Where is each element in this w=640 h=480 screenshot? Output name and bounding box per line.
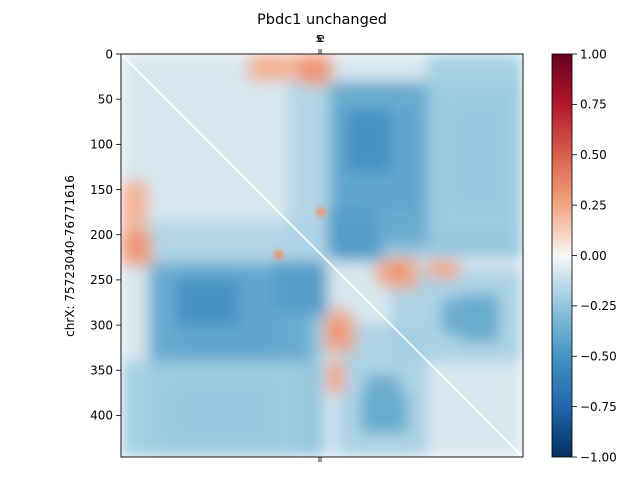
diagonal-line bbox=[121, 54, 523, 457]
y-tick-label-250: 250 bbox=[90, 273, 113, 287]
heatmap-region-7-mirror bbox=[328, 207, 378, 258]
colorbar: 1.00 0.75 0.50 0.25 0.00 −0.25 −0.50 −0.75 −1.00 bbox=[551, 47, 617, 464]
y-tick-label-0: 0 bbox=[105, 47, 113, 61]
heatmap-region-16-mirror bbox=[301, 54, 333, 86]
top-tick-label-s: s bbox=[316, 31, 322, 45]
colorbar-tick-label-4: 0.00 bbox=[580, 249, 607, 263]
heatmap-region-16 bbox=[121, 234, 153, 267]
colorbar-tick-label-2: 0.50 bbox=[580, 148, 607, 162]
y-axis-label: chrX: 75723040-76771616 bbox=[63, 175, 77, 337]
colorbar-tick-label-6: −0.50 bbox=[580, 350, 617, 364]
heatmap-hotspot-0 bbox=[316, 207, 327, 218]
heatmap-region-8-mirror bbox=[287, 54, 324, 253]
y-tick-label-50: 50 bbox=[98, 92, 113, 106]
top-tick-label-e: e bbox=[317, 31, 324, 45]
colorbar-tick-label-1: 0.75 bbox=[580, 98, 607, 112]
heatmap-cells bbox=[121, 54, 523, 457]
y-axis: 0 50 100 150 200 250 300 350 400 bbox=[90, 47, 121, 423]
y-tick-label-300: 300 bbox=[90, 318, 113, 332]
heatmap-region-6 bbox=[175, 279, 239, 326]
y-tick-label-400: 400 bbox=[90, 409, 113, 423]
heatmap-region-20-mirror bbox=[427, 264, 460, 279]
heatmap-region-8 bbox=[121, 221, 320, 258]
heatmap-hotspot-3 bbox=[393, 265, 404, 276]
heatmap-hotspot-2 bbox=[332, 327, 343, 338]
colorbar-tick-label-3: 0.25 bbox=[580, 198, 607, 212]
colorbar-tick-label-5: −0.25 bbox=[580, 299, 617, 313]
y-tick-label-100: 100 bbox=[90, 138, 113, 152]
top-axis: s e bbox=[316, 31, 325, 54]
heatmap-region-15 bbox=[121, 180, 149, 217]
heatmap-region-19 bbox=[331, 307, 347, 344]
heatmap-region-12 bbox=[459, 293, 500, 344]
colorbar-tick-label-7: −0.75 bbox=[580, 400, 617, 414]
heatmap-region-15-mirror bbox=[247, 54, 284, 82]
chart-title: Pbdc1 unchanged bbox=[257, 12, 387, 28]
plot-frame bbox=[120, 53, 524, 458]
y-tick-label-200: 200 bbox=[90, 228, 113, 242]
colorbar-tick-label-0: 1.00 bbox=[580, 47, 607, 61]
heatmap-region-9-mirror bbox=[427, 54, 523, 235]
heatmap-region-7 bbox=[274, 261, 324, 312]
heatmap-hotspots bbox=[273, 207, 404, 338]
colorbar-ticks: 1.00 0.75 0.50 0.25 0.00 −0.25 −0.50 −0.75 −1.00 bbox=[572, 47, 617, 464]
heatmap-region-6-mirror bbox=[346, 108, 392, 172]
heatmap-region-9 bbox=[121, 361, 302, 457]
y-tick-label-350: 350 bbox=[90, 364, 113, 378]
heatmap-region-12-mirror bbox=[359, 392, 410, 434]
heatmap-hotspot-1 bbox=[273, 249, 284, 260]
heatmap-plot bbox=[121, 54, 523, 457]
bottom-axis bbox=[318, 457, 322, 462]
heatmap-region-20 bbox=[331, 361, 345, 393]
y-tick-label-150: 150 bbox=[90, 183, 113, 197]
colorbar-gradient bbox=[551, 53, 573, 458]
heatmap-region-19-mirror bbox=[373, 264, 410, 280]
colorbar-tick-label-8: −1.00 bbox=[580, 450, 617, 464]
